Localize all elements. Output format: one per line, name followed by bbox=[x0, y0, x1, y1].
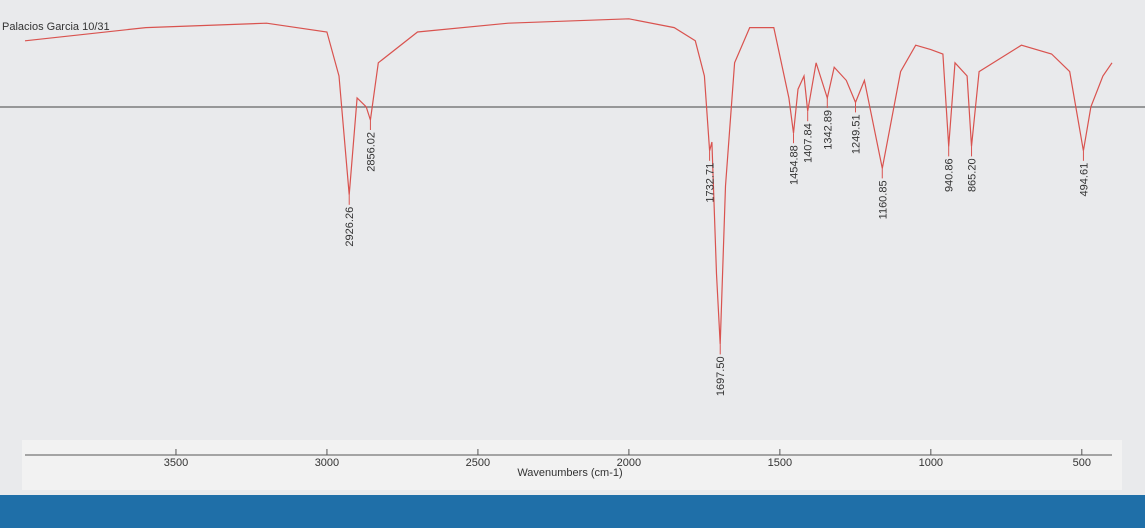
peak-label: 1160.85 bbox=[877, 180, 889, 219]
peak-label: 1249.51 bbox=[850, 114, 862, 154]
x-tick-label: 2500 bbox=[466, 457, 490, 469]
peak-label: 2856.02 bbox=[365, 132, 377, 172]
x-tick-label: 2000 bbox=[617, 457, 641, 469]
x-tick-label: 3000 bbox=[315, 457, 339, 469]
axis-panel bbox=[22, 440, 1122, 490]
plot-background bbox=[0, 0, 1145, 495]
peak-label: 1342.89 bbox=[822, 110, 834, 150]
peak-label: 1697.50 bbox=[715, 356, 727, 396]
x-axis-label: Wavenumbers (cm-1) bbox=[517, 467, 622, 479]
peak-label: 1732.71 bbox=[705, 163, 717, 203]
peak-label: 940.86 bbox=[944, 158, 956, 192]
x-tick-label: 500 bbox=[1073, 457, 1091, 469]
peak-label: 2926.26 bbox=[344, 207, 356, 247]
x-tick-label: 3500 bbox=[164, 457, 188, 469]
peak-label: 1407.84 bbox=[803, 123, 815, 163]
x-tick-label: 1500 bbox=[768, 457, 792, 469]
peak-label: 865.20 bbox=[967, 158, 979, 192]
peak-label: 1454.88 bbox=[788, 145, 800, 185]
chart-title: Palacios Garcia 10/31 bbox=[2, 21, 110, 33]
spectrum-line bbox=[24, 18, 1113, 345]
peak-label: 494.61 bbox=[1078, 163, 1090, 197]
x-tick-label: 1000 bbox=[919, 457, 943, 469]
